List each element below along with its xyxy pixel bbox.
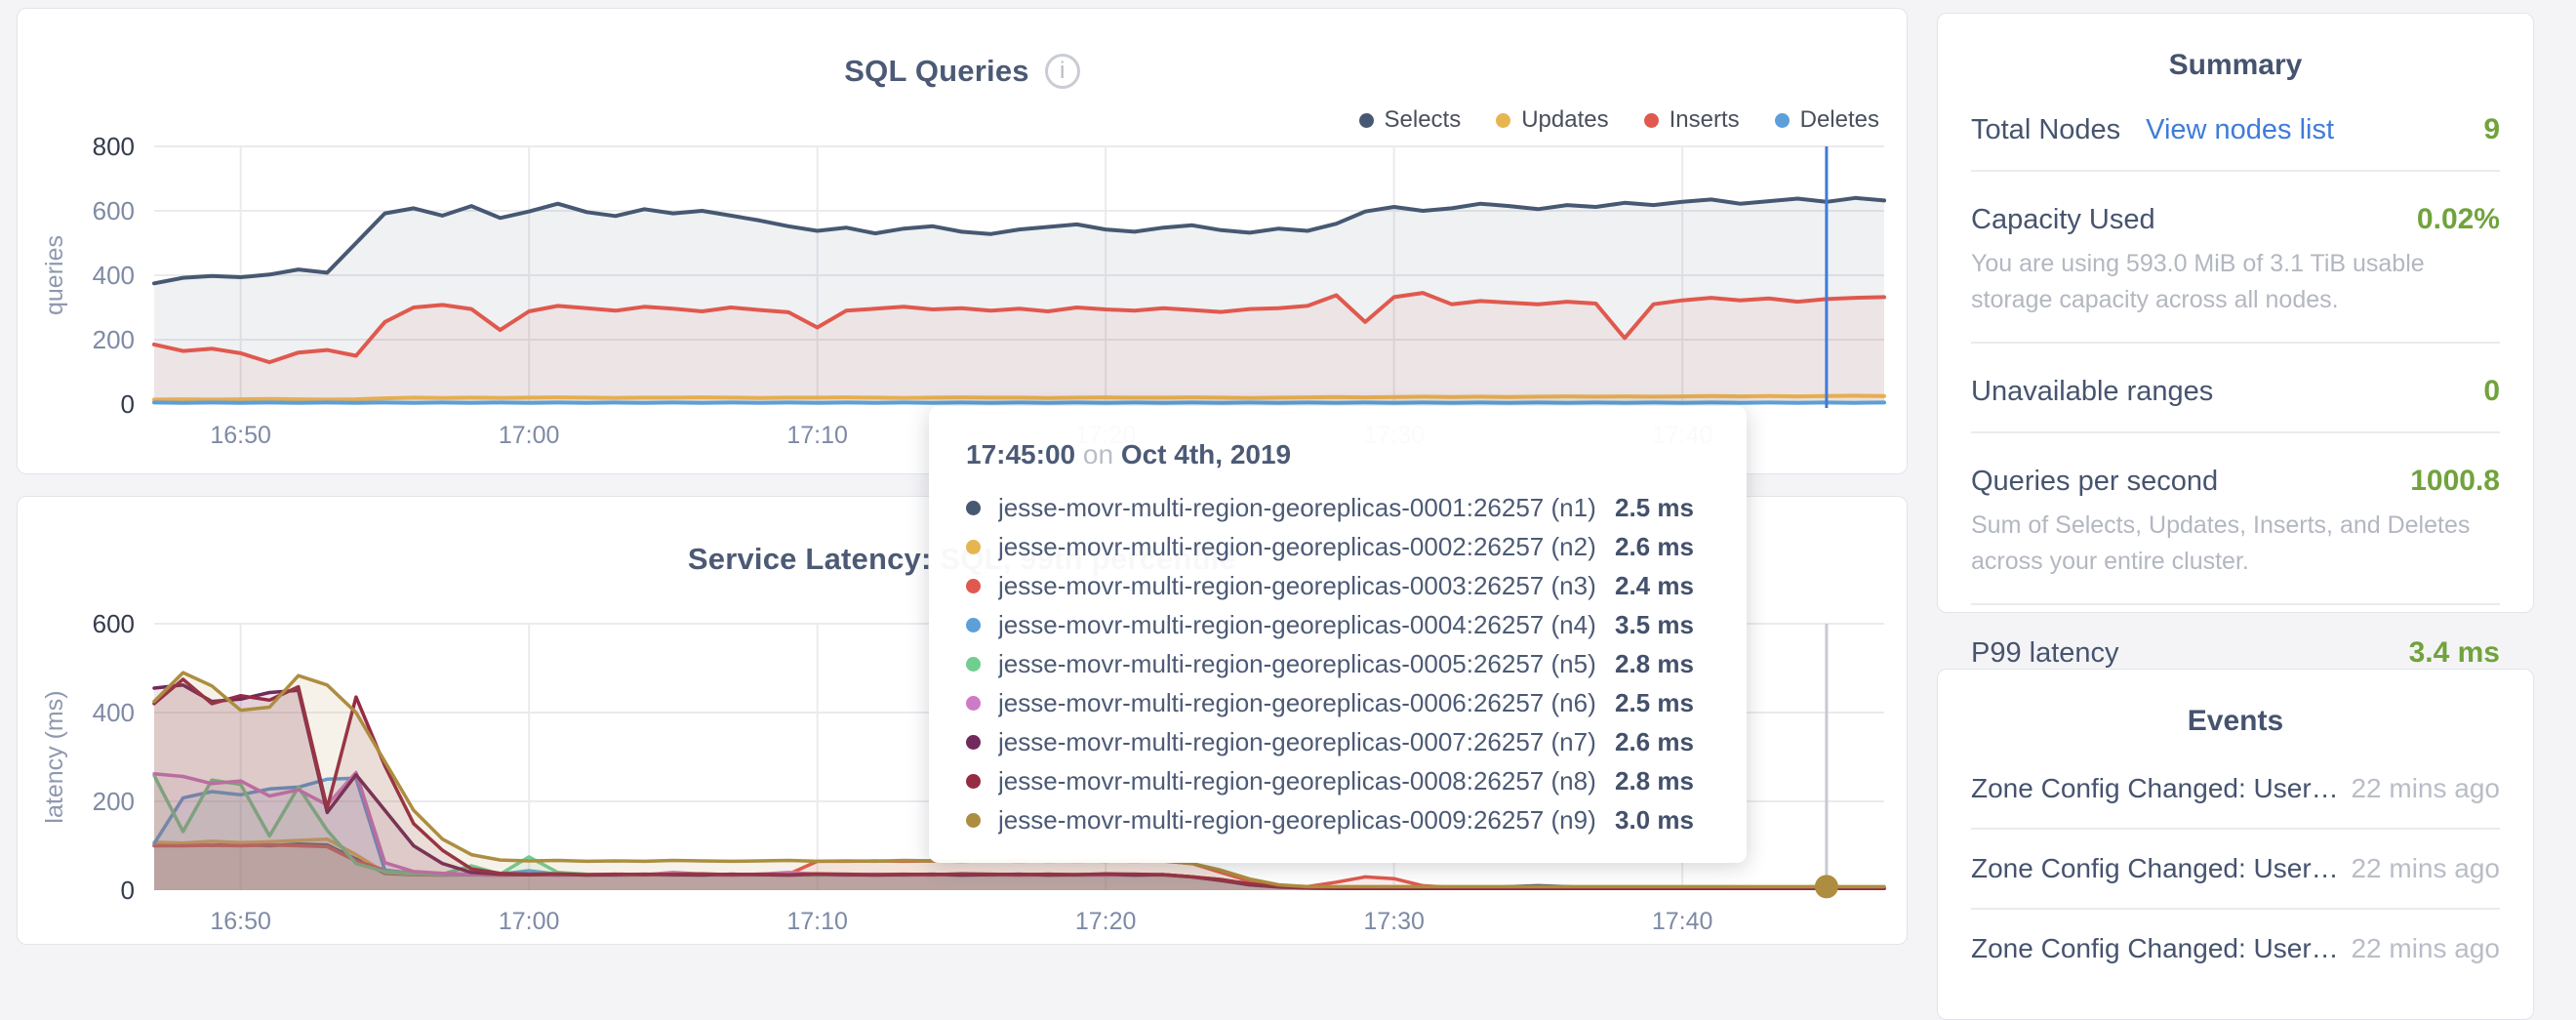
- summary-row-total-nodes: Total Nodes View nodes list 9: [1971, 82, 2500, 146]
- y-tick-label: 400: [93, 698, 135, 727]
- qps-value: 1000.8: [2410, 465, 2500, 498]
- node-latency-value: 3.0 ms: [1615, 805, 1694, 836]
- node-latency-value: 2.6 ms: [1615, 727, 1694, 757]
- tooltip-row: jesse-movr-multi-region-georeplicas-0009…: [966, 800, 1717, 839]
- node-name: jesse-movr-multi-region-georeplicas-0005…: [998, 649, 1605, 679]
- tooltip-row: jesse-movr-multi-region-georeplicas-0007…: [966, 722, 1717, 761]
- y-tick-label: 0: [121, 389, 135, 419]
- tooltip-row: jesse-movr-multi-region-georeplicas-0008…: [966, 761, 1717, 800]
- hover-point-marker: [1815, 875, 1838, 898]
- y-tick-label: 400: [93, 261, 135, 290]
- series-color-dot: [966, 540, 981, 554]
- series-color-dot: [966, 813, 981, 828]
- node-name: jesse-movr-multi-region-georeplicas-0003…: [998, 571, 1605, 601]
- y-tick-label: 600: [93, 609, 135, 638]
- y-tick-label: 0: [121, 876, 135, 905]
- y-axis-label: latency (ms): [41, 690, 68, 823]
- capacity-used-label: Capacity Used: [1971, 204, 2155, 236]
- node-name: jesse-movr-multi-region-georeplicas-0007…: [998, 727, 1605, 757]
- x-tick-label: 17:10: [786, 422, 848, 449]
- node-latency-value: 2.5 ms: [1615, 493, 1694, 523]
- series-color-dot: [966, 774, 981, 789]
- node-latency-value: 3.5 ms: [1615, 610, 1694, 640]
- p99-latency-value: 3.4 ms: [2409, 636, 2500, 670]
- y-tick-label: 600: [93, 196, 135, 225]
- event-text: Zone Config Changed: User…: [1971, 933, 2337, 964]
- series-color-dot: [966, 501, 981, 515]
- tooltip-preposition: on: [1083, 439, 1121, 469]
- event-row[interactable]: Zone Config Changed: User… 22 mins ago: [1971, 910, 2500, 988]
- tooltip-row: jesse-movr-multi-region-georeplicas-0005…: [966, 644, 1717, 683]
- y-axis-label: queries: [41, 235, 68, 315]
- capacity-caption: You are using 593.0 MiB of 3.1 TiB usabl…: [1971, 246, 2500, 318]
- event-time: 22 mins ago: [2351, 933, 2500, 964]
- capacity-used-value: 0.02%: [2417, 203, 2500, 236]
- sql-queries-chart[interactable]: 16:5017:0017:1017:2017:3017:408006004002…: [18, 9, 1907, 473]
- y-tick-label: 200: [93, 787, 135, 816]
- series-color-dot: [966, 657, 981, 672]
- series-color-dot: [966, 696, 981, 711]
- summary-row-qps: Queries per second 1000.8: [1971, 433, 2500, 498]
- summary-row-unavailable: Unavailable ranges 0: [1971, 344, 2500, 408]
- series-color-dot: [966, 618, 981, 632]
- node-latency-value: 2.6 ms: [1615, 532, 1694, 562]
- tooltip-time: 17:45:00: [966, 439, 1075, 469]
- y-tick-label: 200: [93, 325, 135, 354]
- node-name: jesse-movr-multi-region-georeplicas-0004…: [998, 610, 1605, 640]
- tooltip-date: Oct 4th, 2019: [1121, 439, 1291, 469]
- unavailable-ranges-value: 0: [2483, 375, 2500, 408]
- y-tick-label: 800: [93, 132, 135, 161]
- unavailable-ranges-label: Unavailable ranges: [1971, 376, 2213, 408]
- event-time: 22 mins ago: [2351, 773, 2500, 804]
- tooltip-row: jesse-movr-multi-region-georeplicas-0001…: [966, 488, 1717, 527]
- node-name: jesse-movr-multi-region-georeplicas-0006…: [998, 688, 1605, 718]
- node-name: jesse-movr-multi-region-georeplicas-0002…: [998, 532, 1605, 562]
- tooltip-row: jesse-movr-multi-region-georeplicas-0004…: [966, 605, 1717, 644]
- x-tick-label: 17:30: [1363, 908, 1425, 935]
- event-text: Zone Config Changed: User…: [1971, 773, 2337, 804]
- x-tick-label: 16:50: [210, 908, 271, 935]
- node-latency-value: 2.8 ms: [1615, 766, 1694, 796]
- tooltip-rows: jesse-movr-multi-region-georeplicas-0001…: [966, 488, 1717, 839]
- x-tick-label: 17:00: [499, 422, 560, 449]
- event-row[interactable]: Zone Config Changed: User… 22 mins ago: [1971, 750, 2500, 828]
- tooltip-row: jesse-movr-multi-region-georeplicas-0003…: [966, 566, 1717, 605]
- summary-row-p99: P99 latency 3.4 ms: [1971, 605, 2500, 670]
- node-name: jesse-movr-multi-region-georeplicas-0009…: [998, 805, 1605, 836]
- x-tick-label: 17:00: [499, 908, 560, 935]
- tooltip-row: jesse-movr-multi-region-georeplicas-0006…: [966, 683, 1717, 722]
- summary-panel: Summary Total Nodes View nodes list 9 Ca…: [1937, 13, 2534, 613]
- qps-label: Queries per second: [1971, 466, 2218, 498]
- series-color-dot: [966, 735, 981, 750]
- event-text: Zone Config Changed: User…: [1971, 853, 2337, 884]
- summary-row-capacity: Capacity Used 0.02%: [1971, 172, 2500, 236]
- total-nodes-label: Total Nodes: [1971, 114, 2120, 146]
- total-nodes-value: 9: [2483, 113, 2500, 146]
- events-title: Events: [1971, 670, 2500, 738]
- series-color-dot: [966, 579, 981, 593]
- event-time: 22 mins ago: [2351, 853, 2500, 884]
- tooltip-header: 17:45:00 on Oct 4th, 2019: [966, 439, 1717, 470]
- x-tick-label: 17:20: [1075, 908, 1137, 935]
- p99-latency-label: P99 latency: [1971, 637, 2119, 670]
- x-tick-label: 17:10: [786, 908, 848, 935]
- node-name: jesse-movr-multi-region-georeplicas-0008…: [998, 766, 1605, 796]
- qps-caption: Sum of Selects, Updates, Inserts, and De…: [1971, 508, 2500, 580]
- view-nodes-list-link[interactable]: View nodes list: [2146, 114, 2334, 146]
- node-latency-value: 2.5 ms: [1615, 688, 1694, 718]
- node-name: jesse-movr-multi-region-georeplicas-0001…: [998, 493, 1605, 523]
- node-latency-value: 2.4 ms: [1615, 571, 1694, 601]
- event-row[interactable]: Zone Config Changed: User… 22 mins ago: [1971, 830, 2500, 908]
- node-latency-value: 2.8 ms: [1615, 649, 1694, 679]
- chart-hover-tooltip: 17:45:00 on Oct 4th, 2019 jesse-movr-mul…: [929, 406, 1747, 863]
- summary-title: Summary: [1971, 14, 2500, 82]
- events-panel: Events Zone Config Changed: User… 22 mins…: [1937, 669, 2534, 1020]
- x-tick-label: 16:50: [210, 422, 271, 449]
- tooltip-row: jesse-movr-multi-region-georeplicas-0002…: [966, 527, 1717, 566]
- x-tick-label: 17:40: [1652, 908, 1713, 935]
